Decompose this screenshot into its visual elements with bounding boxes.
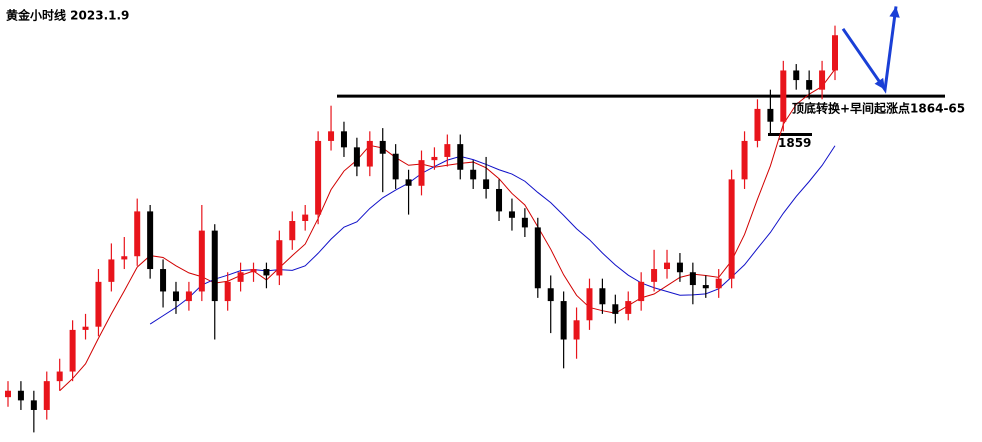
candle-body (198, 230, 205, 292)
candle-body (715, 278, 722, 289)
candle-body (392, 153, 399, 180)
candle-body (17, 390, 24, 401)
candle-body (470, 169, 477, 180)
candle-body (767, 108, 774, 122)
candle-body (379, 140, 386, 154)
candle-body (560, 301, 567, 340)
candle-body (43, 381, 50, 410)
candle-body (754, 108, 761, 141)
candle-body (651, 269, 658, 282)
candle-body (302, 214, 309, 221)
candle-body (431, 156, 438, 161)
level-label: 1859 (778, 136, 811, 150)
candle-body (547, 288, 554, 302)
candle-body (444, 144, 451, 157)
candle-body (95, 281, 102, 327)
candle-body (121, 256, 128, 260)
candle-body (780, 70, 787, 122)
candle-body (405, 179, 412, 186)
candle-body (30, 400, 37, 410)
candle-body (483, 179, 490, 189)
candle-body (289, 221, 296, 241)
candle-body (237, 272, 244, 282)
candle-body (521, 217, 528, 228)
candle-body (172, 291, 179, 302)
candle-body (185, 291, 192, 302)
candle-body (676, 262, 683, 273)
candle-body (353, 147, 360, 167)
candle-body (612, 304, 619, 314)
candle-body (573, 320, 580, 340)
candle-body (5, 390, 11, 398)
candle-body (211, 230, 218, 302)
candle-body (82, 326, 89, 330)
candle-body (599, 288, 606, 305)
candle-body (534, 227, 541, 289)
candle-body (340, 131, 347, 148)
candle-body (263, 269, 270, 276)
candle-body (69, 329, 76, 372)
candle-body (741, 140, 748, 180)
candle-body (664, 262, 671, 270)
candle-body (108, 259, 115, 282)
level-label: 顶底转换+早间起涨点1864-65 (792, 101, 965, 116)
candle-body (134, 211, 141, 257)
candle-body (586, 288, 593, 321)
candle-body (702, 285, 709, 289)
candle-body (147, 211, 154, 270)
candle-body (638, 281, 645, 302)
arrow-head (874, 77, 885, 90)
candle-body (832, 35, 838, 71)
arrow-head (889, 6, 900, 18)
candle-body (276, 240, 283, 276)
projection-line (841, 6, 898, 94)
candle-body (806, 80, 813, 90)
candle-body (793, 70, 800, 81)
candle-body (508, 211, 515, 218)
candle-body (728, 179, 735, 279)
candle-body (56, 371, 63, 382)
candle-body (160, 269, 167, 292)
candle-body (496, 188, 503, 212)
candle-body (819, 70, 826, 90)
candle-body (224, 281, 231, 302)
ma-line (59, 68, 836, 392)
candle-body (366, 140, 373, 167)
chart-title: 黄金小时线 2023.1.9 (6, 8, 129, 23)
candle-body (689, 272, 696, 286)
candle-body (457, 144, 464, 170)
candle-body (328, 131, 335, 141)
candle-body (250, 269, 257, 273)
candle-body (418, 160, 425, 186)
candle-body (315, 140, 322, 215)
candle-body (625, 301, 632, 314)
